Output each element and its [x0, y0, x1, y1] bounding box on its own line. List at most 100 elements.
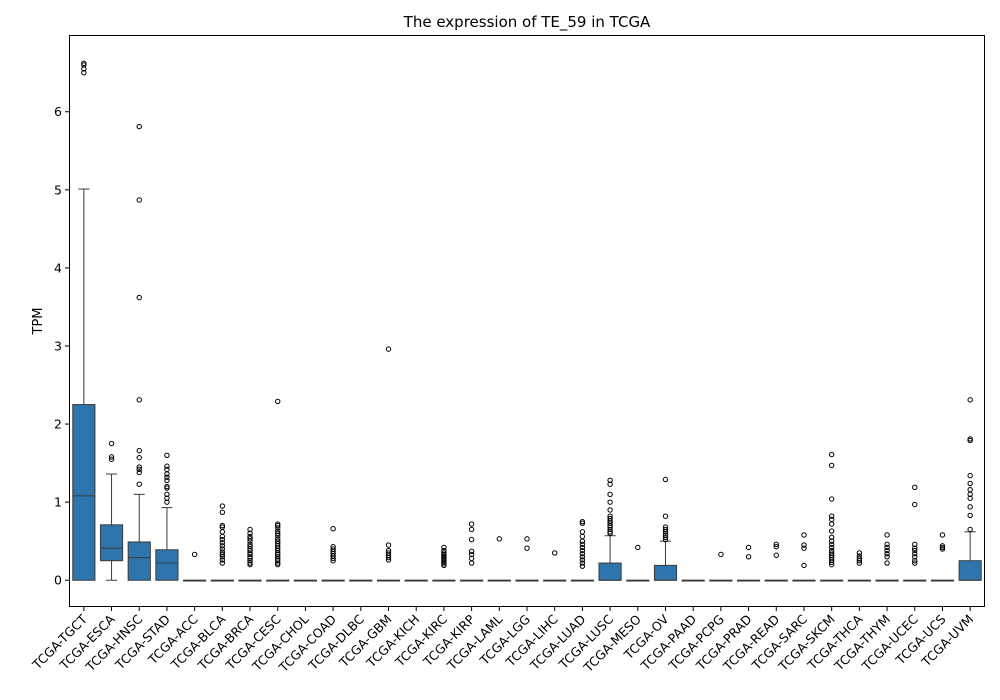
outlier-point: [468, 526, 475, 533]
outlier-point: [385, 346, 392, 352]
box-tcga-blca: [210, 503, 234, 582]
box-body: [127, 541, 151, 581]
outlier-point: [801, 542, 807, 548]
box-tcga-kirp: [460, 521, 484, 582]
outlier-point: [828, 496, 835, 502]
outlier-point: [219, 551, 226, 558]
y-axis: 0 1 2 3 4 5 6: [54, 104, 70, 588]
outlier-point: [164, 491, 170, 498]
outlier-point: [967, 486, 973, 493]
outlier-point: [579, 538, 586, 544]
box-tcga-pcpg: [709, 551, 733, 582]
box-tcga-ov: [653, 476, 678, 581]
y-tick-label: 2: [54, 417, 62, 432]
outlier-point: [468, 560, 475, 566]
outlier-point: [275, 528, 281, 534]
outlier-point: [912, 484, 918, 491]
outlier-point: [856, 555, 863, 562]
box-tcga-lihc: [543, 550, 567, 582]
outlier-point: [579, 557, 586, 563]
outlier-point: [219, 560, 226, 566]
outlier-point: [579, 541, 586, 548]
outlier-point: [108, 440, 115, 447]
outlier-point: [385, 542, 392, 548]
box-tcga-chol: [293, 579, 318, 582]
outlier-point: [219, 503, 226, 509]
box-tcga-uvm: [958, 397, 982, 581]
box-tcga-prad: [736, 544, 761, 582]
outlier-point: [607, 515, 613, 522]
outlier-point: [247, 541, 253, 548]
outlier-point: [579, 544, 586, 551]
outlier-point: [441, 550, 447, 556]
outlier-point: [939, 543, 946, 549]
outlier-point: [136, 294, 142, 301]
box-tcga-kirc: [432, 544, 456, 582]
box-tcga-paad: [681, 579, 705, 582]
outlier-point: [718, 551, 724, 558]
outlier-point: [939, 532, 946, 538]
outlier-point: [108, 456, 115, 462]
box-tcga-cesc: [266, 398, 290, 582]
outlier-point: [219, 509, 226, 516]
outlier-point: [828, 547, 835, 554]
outlier-point: [579, 563, 586, 569]
outlier-point: [579, 529, 586, 535]
outlier-point: [524, 545, 530, 551]
outlier-point: [745, 554, 752, 560]
outlier-point: [330, 525, 336, 532]
y-tick-label: 1: [54, 495, 62, 510]
y-tick-label: 3: [54, 338, 62, 353]
outlier-point: [607, 477, 613, 483]
box-tcga-acc: [183, 551, 207, 582]
outlier-point: [247, 543, 253, 550]
outlier-point: [275, 530, 281, 537]
box-tcga-kich: [404, 579, 428, 582]
outlier-point: [912, 554, 918, 560]
box-body: [653, 564, 678, 581]
outlier-point: [551, 550, 558, 556]
outlier-point: [607, 507, 613, 513]
outlier-point: [136, 481, 142, 487]
outlier-point: [828, 513, 835, 519]
outlier-point: [967, 480, 973, 487]
outlier-point: [275, 398, 281, 405]
outlier-point: [579, 547, 586, 554]
outlier-point: [828, 550, 835, 556]
box-tcga-esca: [99, 440, 124, 581]
outlier-point: [773, 541, 779, 548]
box-tcga-lusc: [598, 477, 622, 581]
box-tcga-skcm: [820, 451, 844, 582]
x-axis: TCGA-TGCTTCGA-ESCATCGA-HNSCTCGA-STADTCGA…: [29, 606, 976, 676]
outlier-point: [330, 543, 336, 550]
outlier-point: [136, 123, 142, 130]
outlier-point: [136, 454, 142, 461]
box-tcga-read: [764, 541, 788, 582]
outlier-point: [108, 454, 115, 460]
outlier-point: [801, 545, 807, 551]
outlier-point: [441, 547, 447, 554]
outlier-point: [828, 462, 835, 469]
outlier-point: [330, 546, 336, 552]
outlier-point: [828, 451, 835, 458]
outlier-point: [884, 554, 890, 560]
outlier-point: [607, 513, 613, 519]
outlier-point: [912, 501, 918, 508]
outlier-point: [884, 550, 890, 557]
outlier-point: [884, 541, 890, 548]
outlier-point: [468, 521, 475, 527]
box-tcga-dlbc: [349, 579, 373, 582]
box-body: [958, 560, 982, 581]
outlier-point: [579, 533, 586, 540]
outlier-point: [219, 549, 226, 555]
outlier-point: [662, 513, 669, 519]
outlier-point: [275, 538, 281, 544]
outlier-point: [662, 532, 669, 538]
chart-title: The expression of TE_59 in TCGA: [403, 13, 651, 32]
outlier-point: [884, 547, 890, 554]
outlier-point: [524, 536, 530, 542]
outlier-point: [164, 452, 170, 459]
outlier-point: [191, 551, 198, 558]
outlier-point: [164, 471, 170, 477]
